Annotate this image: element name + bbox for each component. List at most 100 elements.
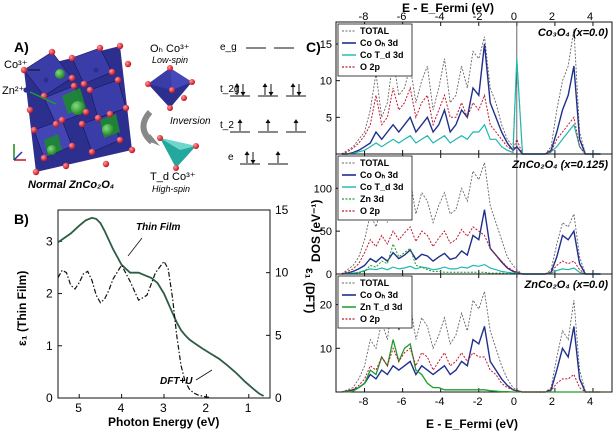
zn-pointer-arrow [29, 91, 57, 105]
dos-legend-entry: O 2p [360, 62, 381, 72]
dos-legend: TOTAL Co Oₕ 3d Zn T_d 3d O 2p [337, 275, 413, 329]
plot-c-bottom-xlabel: E - E_Fermi (eV) [426, 417, 518, 431]
dos-legend-entry: O 2p [360, 206, 381, 216]
dos-subplot-title: Co₃O₄ (x=0.0) [538, 27, 608, 39]
dos-ytick-label: 0 [326, 269, 332, 281]
td-spin-label: High-spin [152, 184, 190, 194]
dos-legend-entry: Co T_d 3d [360, 50, 404, 60]
plot-b-y2tick-label: 5 [275, 328, 282, 342]
octahedron-icon [145, 65, 195, 111]
plot-b-ylabel-right: ε₁ (DFT) [303, 268, 317, 313]
plot-b-xtick-label: 4 [118, 401, 125, 415]
dos-bottom-tick-label: -2 [473, 396, 483, 408]
dos-plots: -8 -6 -4 -2 0 2 4 5 10 15 TOTAL Co Oₕ 3d Co T_d 3d O … [314, 11, 613, 408]
dos-ytick-label: 20 [320, 300, 332, 312]
plot-b-y2tick-label: 0 [275, 391, 282, 405]
dos-top-tick-label: -2 [473, 11, 483, 23]
dos-series-o-2p [341, 86, 601, 155]
co-ion-label: Co³⁺ [4, 59, 28, 71]
dos-top-tick-label: 4 [587, 11, 593, 23]
dos-bottom-tick-label: -6 [397, 396, 407, 408]
dos-subplot-title: ZnCo₂O₄ (x=0.125) [511, 159, 608, 171]
dos-legend-entry: TOTAL [360, 26, 390, 36]
panel-b-label: B) [14, 211, 29, 227]
plot-b-ytick-label: 0 [46, 391, 53, 405]
energy-level-diagram: e_g t_2g t_2 e [220, 42, 306, 165]
level-t2g-label: t_2g [220, 84, 239, 95]
dos-frame [335, 273, 613, 393]
plot-b-series [57, 216, 265, 399]
dos-series-co-o-3d [341, 43, 601, 155]
plot-b-ylabel-left: ε₁ (Thin Film) [15, 271, 29, 346]
dos-bottom-tick-label: 2 [549, 396, 555, 408]
dos-subplot-1: -8 -6 -4 -2 0 2 4 5 10 15 TOTAL Co Oₕ 3d Co T_d 3d O … [320, 11, 613, 155]
dos-legend-entry: TOTAL [360, 158, 390, 168]
dos-top-tick-label: -8 [359, 11, 369, 23]
plot-b-xlabel: Photon Energy (eV) [108, 415, 219, 429]
plot-c-ylabel: DOS (eV⁻¹) [309, 200, 323, 262]
plot-c-top-xlabel: E - E_Fermi (eV) [402, 1, 494, 15]
panel-c-label: C) [306, 39, 321, 55]
dos-legend-entry: Co Oₕ 3d [360, 170, 398, 180]
plot-b-y2tick-label: 10 [275, 266, 289, 280]
dos-series-o-2p [341, 225, 601, 275]
dos-legend-entry: Co Oₕ 3d [360, 38, 398, 48]
td-site-label: T_d Co³⁺ [150, 171, 196, 183]
dos-legend-entry: TOTAL [360, 278, 390, 288]
dos-legend-entry: Zn T_d 3d [360, 302, 403, 312]
oh-spin-label: Low-spin [152, 55, 188, 65]
dos-ytick-label: 10 [320, 343, 332, 355]
dos-top-tick-label: -4 [435, 11, 445, 23]
dos-series-co-t-d-3d [341, 58, 601, 155]
dos-ytick-label: 50 [320, 226, 332, 238]
dos-legend-entry: Zn 3d [360, 194, 384, 204]
plot-b-xtick-label: 5 [75, 401, 82, 415]
dos-ytick-label: 10 [320, 76, 332, 88]
dos-legend-entry: Co T_d 3d [360, 182, 404, 192]
plot-b-ytick-label: 2 [46, 287, 53, 301]
dos-subplot-3: -8 -6 -4 -2 0 2 4 10 20 TOTAL Co Oₕ 3d Zn T_d 3d O 2… [320, 273, 613, 408]
dos-series-co-o-3d [341, 326, 601, 393]
level-eg-label: e_g [220, 42, 237, 53]
dos-legend-entry: Co Oₕ 3d [360, 290, 398, 300]
level-e-label: e [228, 152, 234, 163]
plot-b-xtick-label: 1 [245, 401, 252, 415]
dos-subplot-title: ZnCo₂O₄ (x=0.0) [524, 279, 609, 291]
dos-ytick-label: 15 [320, 39, 332, 51]
dos-legend-entry: O 2p [360, 314, 381, 324]
dos-bottom-tick-label: 0 [511, 396, 517, 408]
dos-bottom-tick-label: -8 [359, 396, 369, 408]
dos-top-tick-label: -6 [397, 11, 407, 23]
dos-bottom-tick-label: -4 [435, 396, 445, 408]
dos-legend: TOTAL Co Oₕ 3d Co T_d 3d O 2p [337, 23, 413, 77]
dos-series-co-o-3d [341, 209, 601, 275]
dft-curve-label: DFT+U [160, 376, 193, 387]
dos-series-total [341, 29, 601, 155]
panel-a: A) [2, 39, 306, 194]
plot-b-xtick-label: 3 [160, 401, 167, 415]
dos-series-co-t-d-3d [341, 263, 601, 275]
dos-series-total [341, 162, 601, 275]
dos-subplot-2: 0 50 100 TOTAL Co Oₕ 3d Co T_d 3d Zn 3d O 2p ZnC… [314, 153, 613, 281]
plot-b-ytick-label: 3 [46, 234, 53, 248]
dos-top-tick-label: 0 [511, 11, 517, 23]
plot-b-y2tick-label: 15 [275, 203, 289, 217]
dos-top-tick-label: 2 [549, 11, 555, 23]
axis-triad-icon [13, 144, 26, 161]
plot-b-xtick-label: 2 [202, 401, 209, 415]
oh-site-label: Oₕ Co³⁺ [150, 43, 190, 55]
inversion-label: Inversion [170, 116, 211, 127]
tetrahedron-icon [157, 135, 199, 171]
film-curve-label: Thin Film [136, 222, 181, 233]
level-t2-label: t_2 [220, 120, 234, 131]
panel-c: C) E - E_Fermi (eV) E - E_Fermi (eV) DOS… [306, 1, 613, 431]
crystal-caption: Normal ZnCo₂O₄ [28, 179, 114, 191]
zn-ion-label: Zn²⁺ [2, 85, 25, 97]
plot-b-ytick-label: 1 [46, 339, 53, 353]
dos-series-total [341, 291, 601, 393]
plot-b-series-dft [57, 260, 211, 399]
plot-b-frame [57, 209, 271, 399]
